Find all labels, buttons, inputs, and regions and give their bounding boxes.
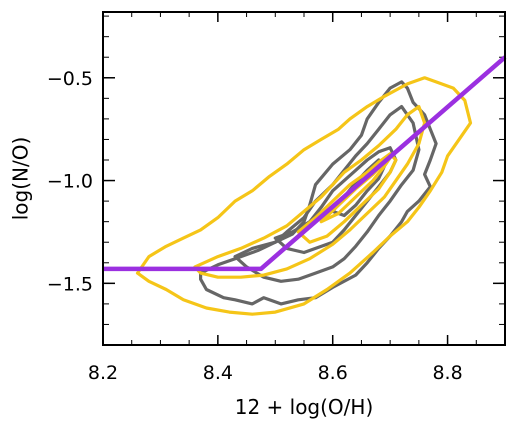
x-tick-label: 8.2 <box>88 362 118 384</box>
major-ticks <box>102 12 505 345</box>
y-tick-labels: −1.5 −1.0 −0.5 <box>47 68 93 296</box>
relation-layer <box>103 55 507 272</box>
plot-frame <box>102 11 506 346</box>
relation-line <box>103 55 507 272</box>
y-axis-title: log(N/O) <box>9 137 33 221</box>
y-tick-label: −1.5 <box>47 273 93 295</box>
x-tick-label: 8.8 <box>432 362 462 384</box>
contour-layer <box>135 76 473 316</box>
y-tick-label: −0.5 <box>47 68 93 90</box>
gold-contours-level-2 <box>193 104 427 279</box>
x-tick-labels: 8.2 8.4 8.6 8.8 <box>88 362 463 384</box>
y-tick-label: −1.0 <box>47 171 93 193</box>
x-tick-label: 8.6 <box>318 362 348 384</box>
x-tick-label: 8.4 <box>203 362 233 384</box>
x-axis-title: 12 + log(O/H) <box>235 395 374 419</box>
gold-contours-level-3 <box>296 152 398 244</box>
minor-ticks <box>102 12 506 346</box>
